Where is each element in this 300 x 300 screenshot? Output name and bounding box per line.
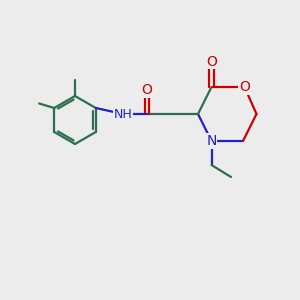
Text: O: O — [206, 55, 217, 68]
Text: NH: NH — [114, 107, 132, 121]
Text: O: O — [239, 80, 250, 94]
Text: N: N — [206, 134, 217, 148]
Text: O: O — [142, 83, 152, 97]
